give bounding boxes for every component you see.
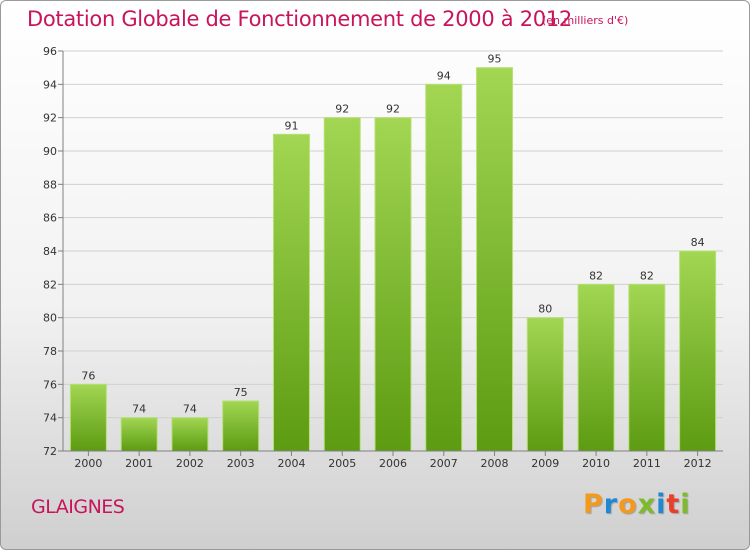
bar-value-label: 74 [183,403,197,416]
y-tick-label: 96 [43,45,57,58]
bar [374,117,412,452]
bar-value-label: 84 [691,236,705,249]
bar-value-label: 76 [81,369,95,382]
bar-value-label: 95 [488,53,502,66]
y-tick-label: 76 [43,378,57,391]
y-tick-label: 92 [43,112,57,125]
bar [577,283,615,452]
y-tick-label: 86 [43,212,57,225]
x-tick-label: 2007 [430,457,458,470]
x-tick-label: 2006 [379,457,407,470]
bar [476,67,514,452]
x-tick-label: 2000 [74,457,102,470]
y-tick-label: 84 [43,245,57,258]
commune-name: GLAIGNES [31,496,125,518]
chart-unit-label: (en milliers d'€) [542,14,629,27]
bar [171,417,209,452]
x-tick-label: 2012 [684,457,712,470]
bar-value-label: 80 [538,303,552,316]
bar [425,83,463,452]
bar-value-label: 82 [589,269,603,282]
bar [526,317,564,452]
y-tick-label: 88 [43,178,57,191]
x-tick-label: 2008 [481,457,509,470]
axes [58,50,723,456]
bar-value-label: 92 [386,103,400,116]
bar-value-label: 75 [234,386,248,399]
chart-title: Dotation Globale de Fonctionnement de 20… [27,7,572,31]
x-tick-label: 2002 [176,457,204,470]
bar-value-label: 82 [640,269,654,282]
bar-value-label: 92 [335,103,349,116]
bar [323,117,361,452]
labels: 72 74 76 78 80 82 84 86 88 90 92 94 96 76 2000 74 2001 74… [43,45,712,470]
bar-value-label: 74 [132,403,146,416]
x-tick-label: 2001 [125,457,153,470]
bar [628,283,666,452]
y-tick-label: 74 [43,412,57,425]
x-tick-label: 2010 [582,457,610,470]
x-tick-label: 2009 [531,457,559,470]
bar [69,383,107,452]
y-tick-label: 94 [43,78,57,91]
x-tick-label: 2005 [328,457,356,470]
bar-value-label: 91 [284,119,298,132]
bar [679,250,717,452]
y-tick-label: 82 [43,278,57,291]
y-tick-label: 78 [43,345,57,358]
y-tick-label: 72 [43,445,57,458]
bars [69,67,717,452]
bar [272,133,310,452]
bar-value-label: 94 [437,69,451,82]
proxiti-logo: Proxiti [583,489,691,520]
x-tick-label: 2004 [277,457,305,470]
y-tick-label: 90 [43,145,57,158]
y-tick-label: 80 [43,312,57,325]
x-tick-label: 2011 [633,457,661,470]
bar [222,400,260,452]
x-tick-label: 2003 [227,457,255,470]
bar [120,417,158,452]
